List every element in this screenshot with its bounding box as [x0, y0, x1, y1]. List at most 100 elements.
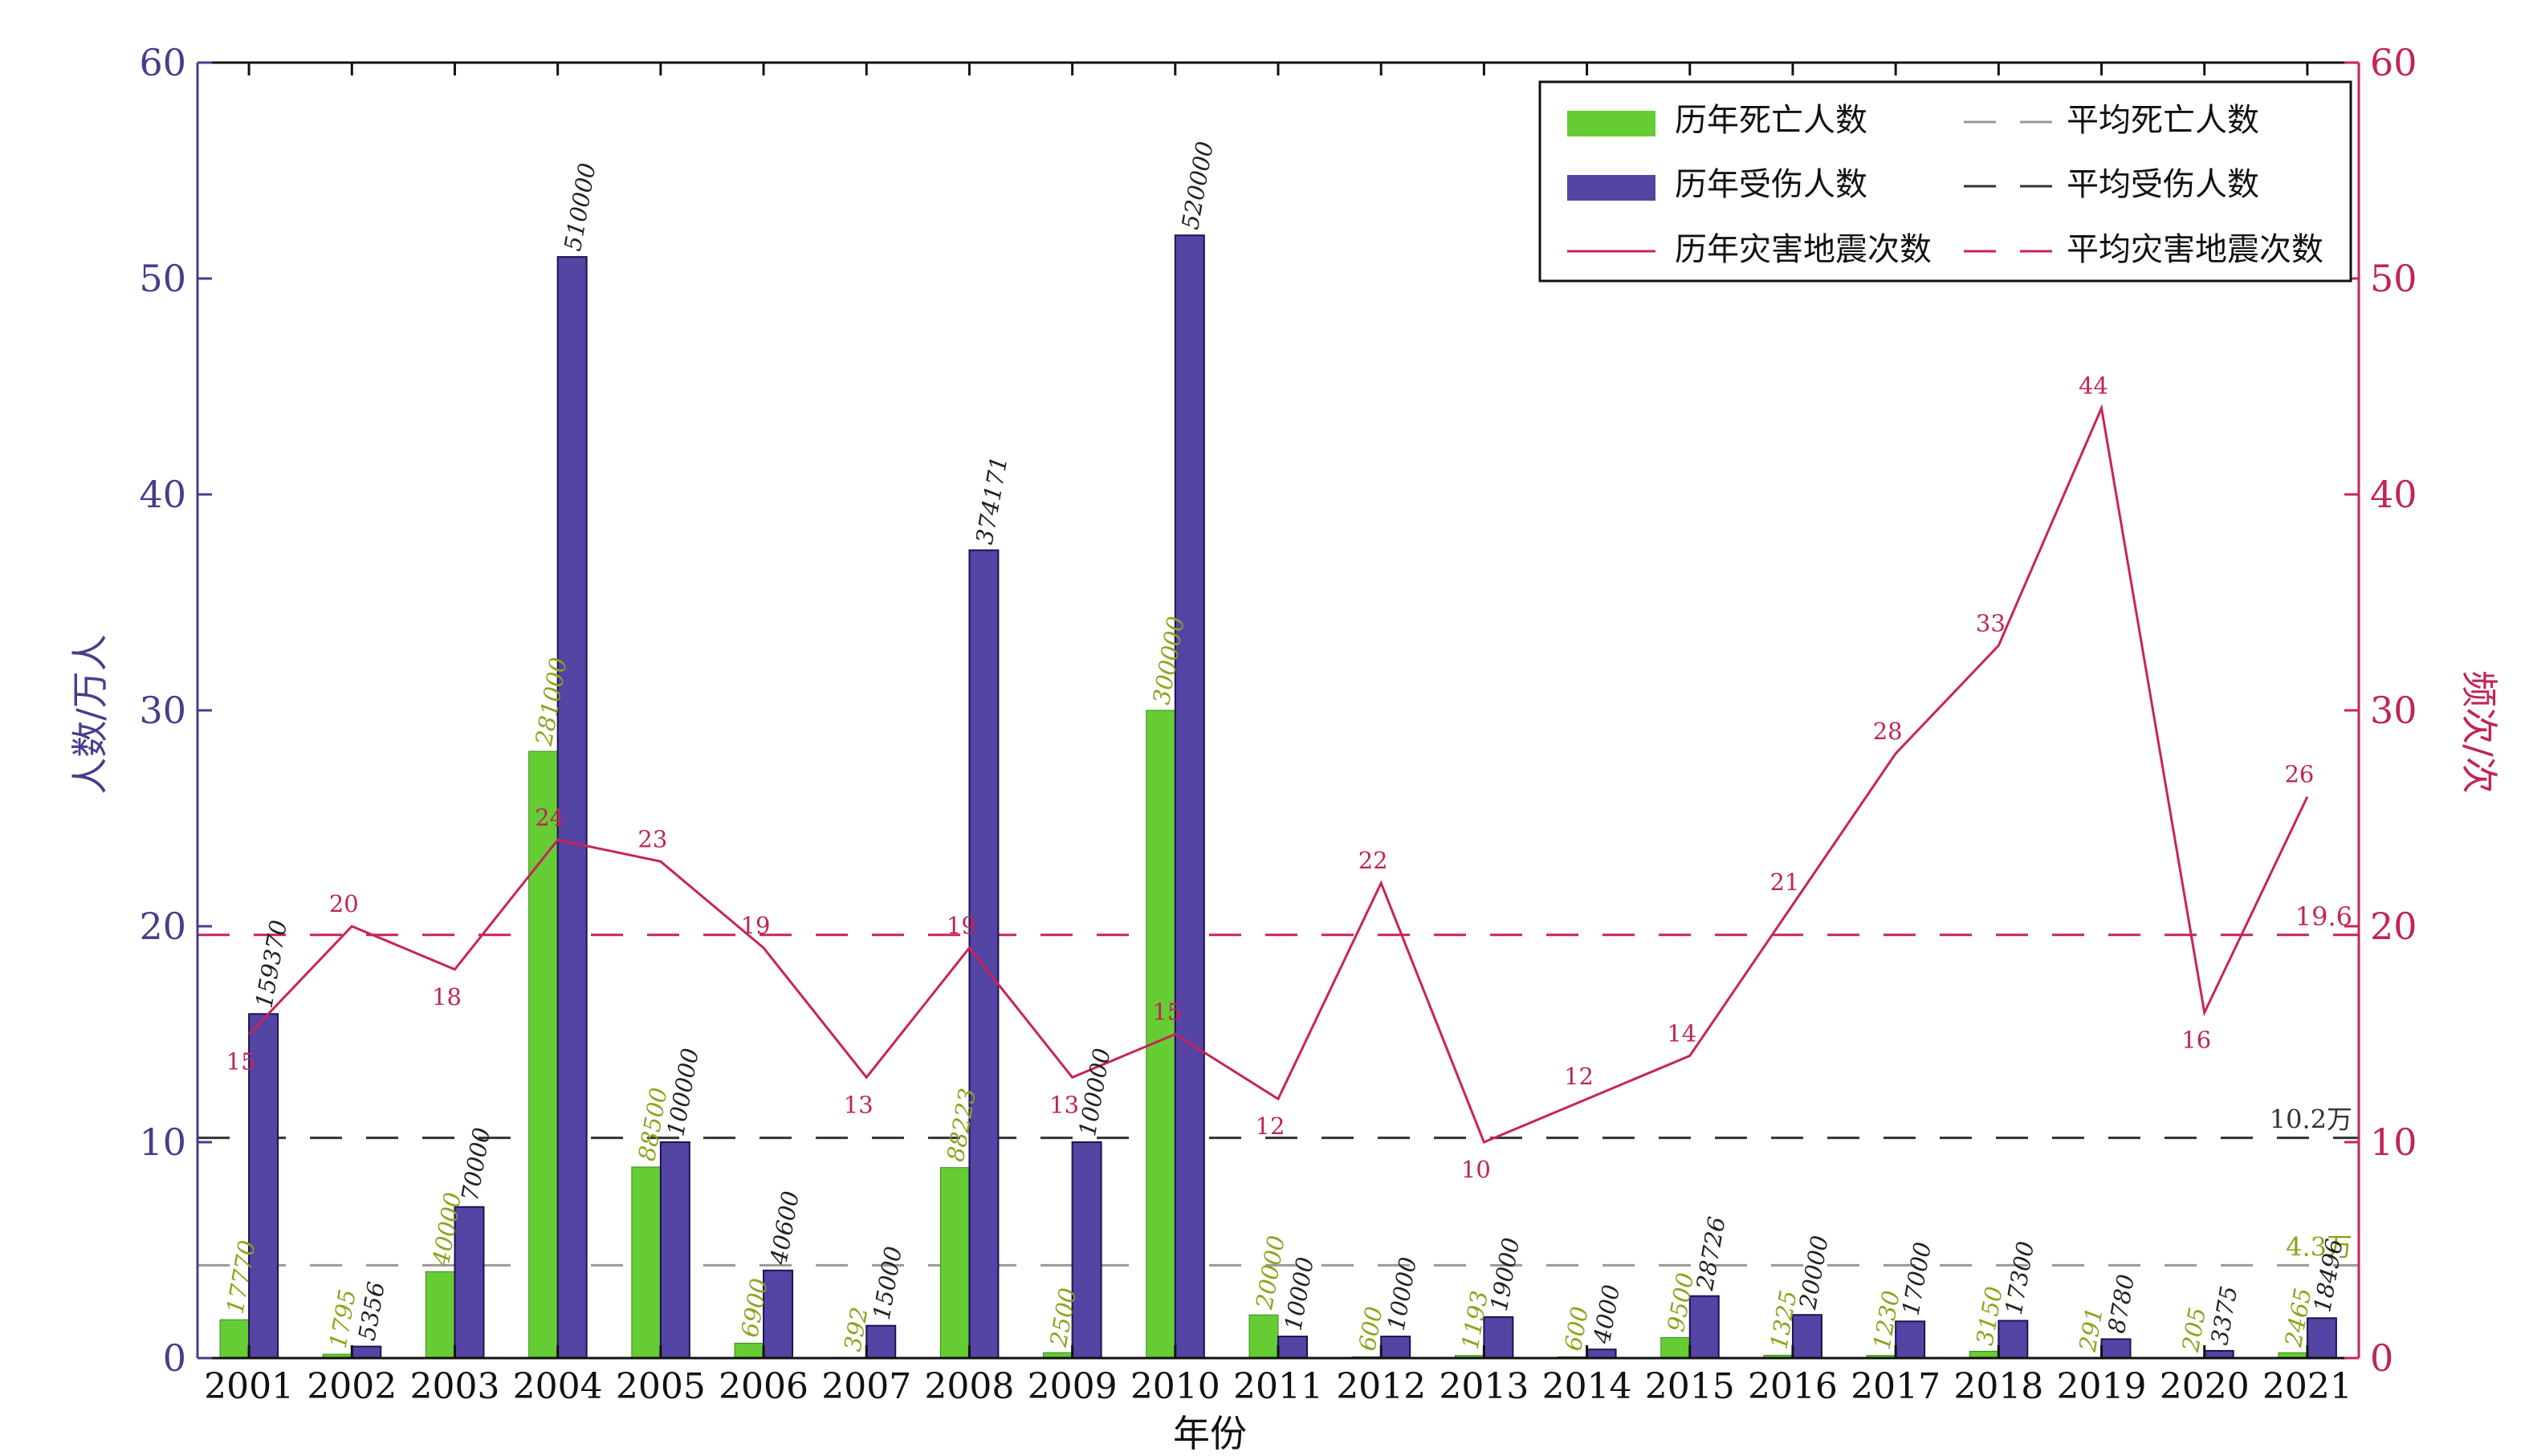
bar-death-2011	[1248, 1314, 1279, 1359]
legend: 历年死亡人数 历年受伤人数 历年灾害地震次数 平均死亡人数 平均受伤人数 平均灾…	[1538, 80, 2352, 283]
x-axis-title: 年份	[1173, 1412, 1247, 1455]
legend-swatch-injury	[1567, 175, 1655, 201]
bar-injury-2019	[2100, 1338, 2132, 1360]
tick-label-x-2010: 2010	[1130, 1366, 1220, 1407]
tick-label-x-2008: 2008	[924, 1366, 1014, 1407]
bar-injury-2007	[865, 1324, 897, 1360]
tick-label-right-50: 50	[2370, 257, 2417, 300]
bar-injury-2015	[1688, 1295, 1720, 1359]
tick-label-x-2004: 2004	[513, 1366, 603, 1407]
tick-label-left-0: 0	[163, 1336, 186, 1380]
reference-line-label-1: 10.2万	[2270, 1104, 2352, 1135]
label-count-2006: 19	[741, 912, 771, 939]
legend-box	[1538, 80, 2352, 283]
label-count-2013: 10	[1461, 1156, 1491, 1183]
bar-death-2003	[425, 1271, 455, 1359]
bar-injury-2009	[1071, 1141, 1102, 1359]
bar-injury-2003	[454, 1206, 485, 1359]
tick-label-x-2015: 2015	[1645, 1366, 1735, 1407]
label-count-2011: 12	[1256, 1112, 1285, 1140]
legend-label-avg-injury: 平均受伤人数	[2067, 166, 2259, 203]
y-axis-right-title: 频次/次	[2458, 670, 2501, 794]
label-count-2005: 23	[637, 825, 667, 852]
label-count-2004: 24	[535, 803, 564, 831]
bar-injury-2011	[1277, 1336, 1308, 1359]
tick-label-left-20: 20	[139, 905, 186, 948]
bar-injury-2006	[763, 1269, 794, 1360]
legend-label-count: 历年灾害地震次数	[1675, 231, 1932, 268]
tick-label-right-20: 20	[2370, 905, 2417, 948]
label-count-2014: 12	[1564, 1063, 1594, 1090]
label-count-2017: 28	[1873, 718, 1903, 745]
line-series	[248, 404, 2309, 1144]
tick-label-x-2020: 2020	[2160, 1366, 2250, 1407]
tick-label-right-30: 30	[2370, 689, 2417, 732]
tick-label-left-50: 50	[139, 257, 186, 300]
tick-label-x-2016: 2016	[1748, 1366, 1838, 1407]
tick-label-left-60: 60	[139, 41, 186, 84]
bar-injury-2002	[351, 1345, 382, 1360]
tick-label-right-10: 10	[2370, 1120, 2417, 1164]
tick-label-x-2006: 2006	[719, 1366, 808, 1407]
tick-label-x-2013: 2013	[1439, 1366, 1529, 1407]
line-earthquake-count	[248, 404, 2309, 1144]
bar-injury-2018	[1998, 1320, 2029, 1360]
legend-label-avg-count: 平均灾害地震次数	[2067, 231, 2323, 268]
label-count-2007: 13	[844, 1091, 874, 1118]
tick-label-x-2009: 2009	[1028, 1366, 1118, 1407]
reference-line-label-0: 4.3万	[2286, 1231, 2352, 1262]
tick-label-x-2011: 2011	[1233, 1366, 1323, 1407]
tick-label-x-2017: 2017	[1851, 1366, 1941, 1407]
bar-death-2001	[219, 1319, 250, 1359]
tick-label-x-2019: 2019	[2057, 1366, 2147, 1407]
tick-label-left-40: 40	[139, 473, 186, 516]
bar-injury-2012	[1380, 1336, 1411, 1359]
tick-label-x-2003: 2003	[409, 1366, 499, 1407]
label-count-2010: 15	[1152, 998, 1182, 1026]
legend-label-death: 历年死亡人数	[1675, 102, 1867, 139]
tick-label-x-2018: 2018	[1953, 1366, 2043, 1407]
bar-injury-2001	[248, 1013, 279, 1359]
bar-series	[219, 234, 2337, 1360]
label-count-2016: 21	[1769, 868, 1799, 896]
bar-death-2004	[528, 750, 559, 1359]
bar-death-2005	[631, 1166, 662, 1359]
label-count-2002: 20	[329, 890, 359, 917]
label-count-2001: 15	[226, 1048, 256, 1076]
label-count-2003: 18	[432, 983, 462, 1011]
bar-death-2010	[1146, 710, 1176, 1359]
bar-injury-2010	[1174, 234, 1205, 1360]
tick-label-left-10: 10	[139, 1120, 186, 1164]
label-count-2008: 19	[947, 912, 976, 939]
bar-injury-2005	[659, 1141, 690, 1359]
tick-label-x-2014: 2014	[1542, 1366, 1632, 1407]
tick-label-x-2021: 2021	[2262, 1366, 2352, 1407]
tick-label-right-60: 60	[2370, 41, 2417, 84]
axes: 0 10 20 30 40 50 60 0 10 20 30 40 50 60 2001 2002 2003 20…	[139, 41, 2417, 1407]
y-axis-left-title: 人数/万人	[68, 634, 112, 795]
bar-injury-2014	[1586, 1348, 1617, 1359]
tick-label-right-0: 0	[2370, 1336, 2393, 1380]
label-count-2018: 33	[1976, 609, 2006, 636]
bar-death-2006	[734, 1342, 764, 1359]
bar-injury-2021	[2306, 1317, 2337, 1359]
legend-label-avg-death: 平均死亡人数	[2067, 102, 2259, 139]
tick-label-x-2005: 2005	[616, 1366, 706, 1407]
bar-death-2015	[1660, 1336, 1691, 1359]
tick-label-right-40: 40	[2370, 473, 2417, 516]
legend-swatch-death	[1567, 111, 1655, 136]
bar-injury-2013	[1483, 1316, 1514, 1360]
bar-death-2008	[939, 1167, 970, 1359]
legend-label-injury: 历年受伤人数	[1675, 166, 1867, 203]
tick-label-x-2001: 2001	[204, 1366, 294, 1407]
tick-label-x-2007: 2007	[821, 1366, 911, 1407]
tick-label-x-2012: 2012	[1336, 1366, 1426, 1407]
tick-label-left-30: 30	[139, 689, 186, 732]
label-count-2021: 26	[2284, 761, 2314, 788]
label-count-2020: 16	[2181, 1027, 2211, 1054]
label-count-2015: 14	[1667, 1019, 1696, 1047]
tick-label-x-2002: 2002	[307, 1366, 397, 1407]
bar-injury-2016	[1791, 1314, 1822, 1359]
label-count-2019: 44	[2079, 372, 2108, 399]
